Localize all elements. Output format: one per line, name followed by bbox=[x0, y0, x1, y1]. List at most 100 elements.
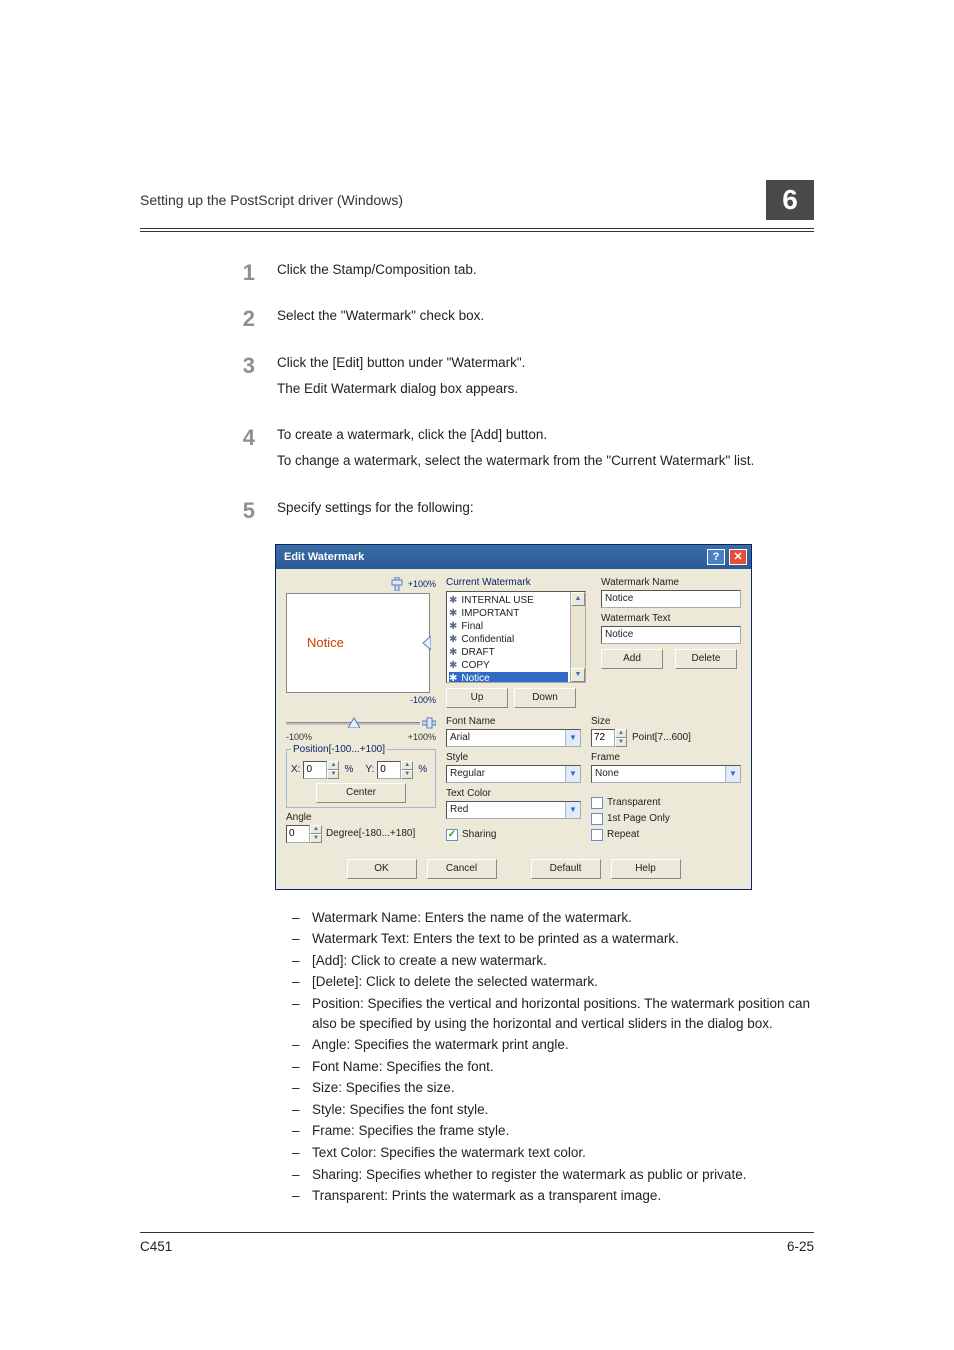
edit-watermark-dialog: Edit Watermark ? ✕ +100% Notice bbox=[275, 544, 752, 890]
size-label: Size bbox=[591, 716, 741, 727]
step-text: Select the "Watermark" check box. bbox=[277, 306, 814, 326]
style-label: Style bbox=[446, 752, 581, 763]
list-item: Watermark Name: Enters the name of the w… bbox=[292, 908, 814, 928]
chevron-down-icon[interactable]: ▼ bbox=[565, 730, 580, 746]
help-button[interactable]: Help bbox=[611, 859, 681, 879]
angle-label: Angle bbox=[286, 812, 436, 823]
watermark-name-input[interactable]: Notice bbox=[601, 590, 741, 608]
list-item[interactable]: COPY bbox=[461, 660, 489, 671]
spin-down-icon[interactable]: ▼ bbox=[401, 770, 413, 779]
watermark-item-icon: ✱ bbox=[449, 621, 457, 632]
list-item: Text Color: Specifies the watermark text… bbox=[292, 1143, 814, 1163]
watermark-item-icon: ✱ bbox=[449, 608, 457, 619]
step-number: 3 bbox=[215, 353, 255, 377]
spin-up-icon[interactable]: ▲ bbox=[310, 825, 322, 834]
center-button[interactable]: Center bbox=[316, 783, 406, 803]
list-item: Frame: Specifies the frame style. bbox=[292, 1121, 814, 1141]
horizontal-slider-thumb-icon[interactable] bbox=[348, 716, 360, 731]
frame-select[interactable]: None▼ bbox=[591, 765, 741, 783]
titlebar-help-button[interactable]: ? bbox=[707, 549, 725, 565]
x-input[interactable]: ▲▼ bbox=[303, 761, 339, 779]
running-title: Setting up the PostScript driver (Window… bbox=[140, 192, 403, 208]
watermark-item-icon: ✱ bbox=[449, 647, 457, 658]
list-item: Font Name: Specifies the font. bbox=[292, 1057, 814, 1077]
watermark-item-icon: ✱ bbox=[449, 673, 457, 682]
list-item[interactable]: Final bbox=[461, 621, 483, 632]
footer-rule bbox=[140, 1232, 814, 1233]
repeat-checkbox[interactable] bbox=[591, 829, 603, 841]
preview-plus-label: +100% bbox=[408, 579, 436, 589]
description-list: Watermark Name: Enters the name of the w… bbox=[292, 908, 814, 1206]
list-item[interactable]: Notice bbox=[461, 673, 489, 682]
cancel-button[interactable]: Cancel bbox=[427, 859, 497, 879]
list-item[interactable]: IMPORTANT bbox=[461, 608, 519, 619]
add-button[interactable]: Add bbox=[601, 649, 663, 669]
chevron-down-icon[interactable]: ▼ bbox=[725, 766, 740, 782]
default-button[interactable]: Default bbox=[531, 859, 601, 879]
font-name-select[interactable]: Arial▼ bbox=[446, 729, 581, 747]
list-item[interactable]: INTERNAL USE bbox=[461, 595, 533, 606]
percent-sign: % bbox=[344, 764, 353, 775]
vertical-slider-thumb-icon[interactable] bbox=[421, 636, 431, 650]
watermark-item-icon: ✱ bbox=[449, 660, 457, 671]
list-item: [Delete]: Click to delete the selected w… bbox=[292, 972, 814, 992]
sharing-checkbox[interactable]: ✓ bbox=[446, 829, 458, 841]
transparent-checkbox[interactable] bbox=[591, 797, 603, 809]
steps-list: 1 Click the Stamp/Composition tab. 2 Sel… bbox=[215, 260, 814, 524]
list-item[interactable]: DRAFT bbox=[461, 647, 494, 658]
font-name-label: Font Name bbox=[446, 716, 581, 727]
list-item: Angle: Specifies the watermark print ang… bbox=[292, 1035, 814, 1055]
delete-button[interactable]: Delete bbox=[675, 649, 737, 669]
angle-input[interactable]: ▲▼ bbox=[286, 825, 322, 843]
text-color-label: Text Color bbox=[446, 788, 581, 799]
spin-up-icon[interactable]: ▲ bbox=[327, 761, 339, 770]
spin-down-icon[interactable]: ▼ bbox=[327, 770, 339, 779]
list-item: [Add]: Click to create a new watermark. bbox=[292, 951, 814, 971]
scroll-down-icon[interactable]: ▼ bbox=[571, 668, 585, 682]
watermark-text-label: Watermark Text bbox=[601, 613, 741, 624]
step-number: 5 bbox=[215, 498, 255, 522]
spin-down-icon[interactable]: ▼ bbox=[310, 834, 322, 843]
watermark-name-label: Watermark Name bbox=[601, 577, 741, 588]
size-input[interactable]: ▲▼ bbox=[591, 729, 627, 747]
list-item: Style: Specifies the font style. bbox=[292, 1100, 814, 1120]
list-item: Watermark Text: Enters the text to be pr… bbox=[292, 929, 814, 949]
dialog-titlebar[interactable]: Edit Watermark ? ✕ bbox=[276, 545, 751, 569]
angle-range-label: Degree[-180...+180] bbox=[326, 828, 415, 839]
chapter-number: 6 bbox=[766, 180, 814, 220]
text-color-select[interactable]: Red▼ bbox=[446, 801, 581, 819]
size-range-label: Point[7...600] bbox=[632, 732, 691, 743]
chevron-down-icon[interactable]: ▼ bbox=[565, 802, 580, 818]
percent-sign: % bbox=[418, 764, 427, 775]
up-button[interactable]: Up bbox=[446, 688, 508, 708]
y-input[interactable]: ▲▼ bbox=[377, 761, 413, 779]
style-select[interactable]: Regular▼ bbox=[446, 765, 581, 783]
spin-up-icon[interactable]: ▲ bbox=[615, 729, 627, 738]
down-button[interactable]: Down bbox=[514, 688, 576, 708]
step-number: 2 bbox=[215, 306, 255, 330]
footer-model: C451 bbox=[140, 1239, 172, 1254]
transparent-label: Transparent bbox=[607, 797, 661, 808]
chevron-down-icon[interactable]: ▼ bbox=[565, 766, 580, 782]
current-watermark-label: Current Watermark bbox=[446, 577, 591, 588]
watermark-preview: Notice bbox=[286, 593, 430, 693]
preview-minus-label: -100% bbox=[410, 695, 436, 705]
spin-up-icon[interactable]: ▲ bbox=[401, 761, 413, 770]
ok-button[interactable]: OK bbox=[347, 859, 417, 879]
y-label: Y: bbox=[365, 764, 374, 775]
current-watermark-list[interactable]: ✱ INTERNAL USE ✱ IMPORTANT ✱ Final ✱ Confide… bbox=[446, 591, 586, 683]
repeat-label: Repeat bbox=[607, 829, 639, 840]
step-text: To change a watermark, select the waterm… bbox=[277, 451, 814, 471]
preview-text: Notice bbox=[307, 635, 344, 650]
spin-down-icon[interactable]: ▼ bbox=[615, 738, 627, 747]
step-text: Click the [Edit] button under "Watermark… bbox=[277, 353, 814, 373]
horizontal-slider[interactable] bbox=[286, 718, 420, 728]
titlebar-close-button[interactable]: ✕ bbox=[729, 549, 747, 565]
list-scrollbar[interactable]: ▲ ▼ bbox=[570, 592, 585, 682]
list-item: Size: Specifies the size. bbox=[292, 1078, 814, 1098]
list-item: Sharing: Specifies whether to register t… bbox=[292, 1165, 814, 1185]
list-item[interactable]: Confidential bbox=[461, 634, 514, 645]
scroll-up-icon[interactable]: ▲ bbox=[571, 592, 585, 606]
watermark-text-input[interactable]: Notice bbox=[601, 626, 741, 644]
firstpage-checkbox[interactable] bbox=[591, 813, 603, 825]
